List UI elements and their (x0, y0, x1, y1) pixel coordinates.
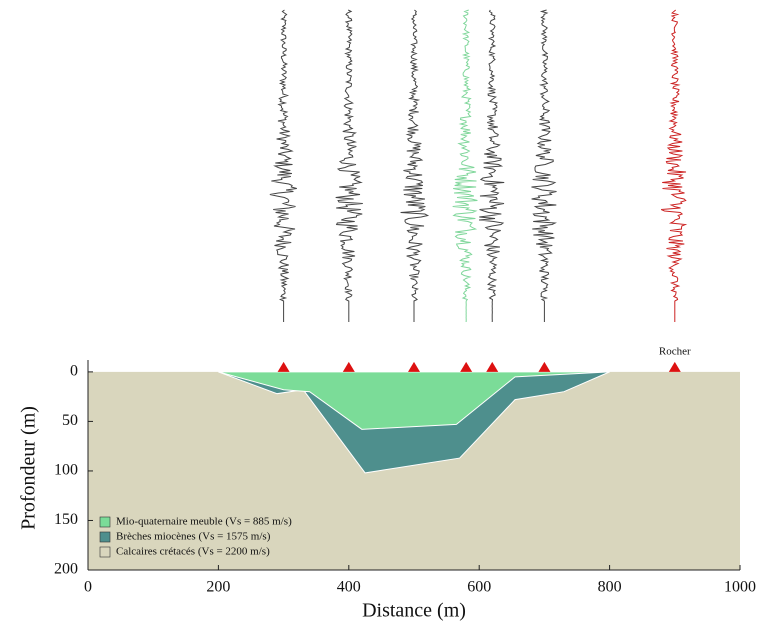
x-tick-label: 200 (206, 579, 230, 596)
legend-swatch (99, 516, 111, 528)
station (460, 361, 473, 372)
annotation: Rocher (659, 346, 691, 358)
legend-swatch (99, 531, 111, 543)
station (408, 361, 420, 372)
station (486, 361, 499, 372)
legend-swatch (99, 546, 111, 558)
station (538, 361, 551, 372)
x-axis-label: Distance (m) (362, 600, 466, 622)
y-axis-label: Profondeur (m) (18, 406, 40, 530)
station (342, 361, 355, 372)
y-tick-label: 50 (62, 412, 78, 429)
legend-label: Calcaires crétacés (Vs = 2200 m/s) (116, 546, 270, 558)
legend-label: Brèches miocènes (Vs = 1575 m/s) (116, 531, 271, 543)
seismogram (269, 9, 297, 322)
y-tick-label: 150 (54, 511, 78, 528)
seismogram (531, 9, 557, 322)
seismogram (660, 9, 688, 322)
x-tick-label: 0 (84, 579, 92, 596)
y-tick-label: 200 (54, 561, 78, 578)
legend-label: Mio-quaternaire meuble (Vs = 885 m/s) (116, 516, 292, 528)
x-tick-label: 1000 (724, 579, 756, 596)
station (668, 361, 681, 372)
y-tick-label: 100 (54, 462, 78, 479)
x-tick-label: 400 (337, 579, 361, 596)
x-tick-label: 800 (598, 579, 622, 596)
station (277, 361, 290, 372)
seismogram (400, 9, 430, 322)
seismogram (479, 9, 505, 323)
seismogram (335, 9, 363, 322)
x-tick-label: 600 (467, 579, 491, 596)
y-tick-label: 0 (70, 363, 78, 380)
seismogram (452, 9, 478, 323)
layer (218, 371, 610, 430)
